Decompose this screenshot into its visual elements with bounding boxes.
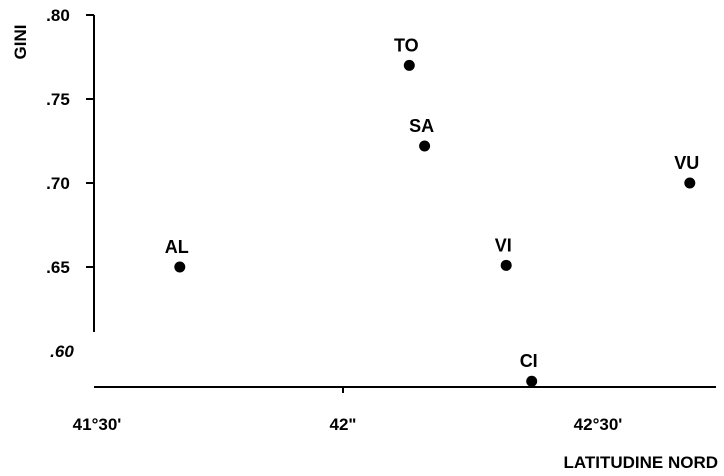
y-axis-title: GINI	[11, 25, 30, 60]
data-point-vu	[684, 177, 696, 189]
y-tick-label: .70	[46, 174, 70, 193]
x-tick-label: 42"	[330, 415, 357, 434]
x-tick-label: 42°30'	[574, 415, 623, 434]
y-tick-label: .75	[46, 90, 70, 109]
point-label-vu: VU	[674, 153, 699, 173]
point-label-vi: VI	[495, 235, 512, 255]
data-points: AL TO SA VI CI VU	[165, 35, 699, 387]
data-point-to	[403, 59, 415, 71]
data-point-vi	[500, 259, 512, 271]
point-label-ci: CI	[520, 351, 538, 371]
x-ticks: 41°30' 42" 42°30'	[73, 387, 623, 434]
y-tick-label: .80	[46, 6, 70, 25]
y-tick-label: .60	[50, 342, 74, 361]
axes	[93, 15, 716, 388]
data-point-al	[174, 261, 186, 273]
x-axis-title: LATITUDINE NORD	[563, 453, 718, 472]
x-tick-label: 41°30'	[73, 415, 122, 434]
y-tick-label: .65	[46, 258, 70, 277]
y-ticks: .80 .75 .70 .65 .60	[46, 6, 94, 361]
point-label-al: AL	[165, 237, 189, 257]
data-point-ci	[526, 375, 538, 387]
point-label-sa: SA	[409, 116, 434, 136]
point-label-to: TO	[394, 35, 419, 55]
data-point-sa	[419, 140, 431, 152]
